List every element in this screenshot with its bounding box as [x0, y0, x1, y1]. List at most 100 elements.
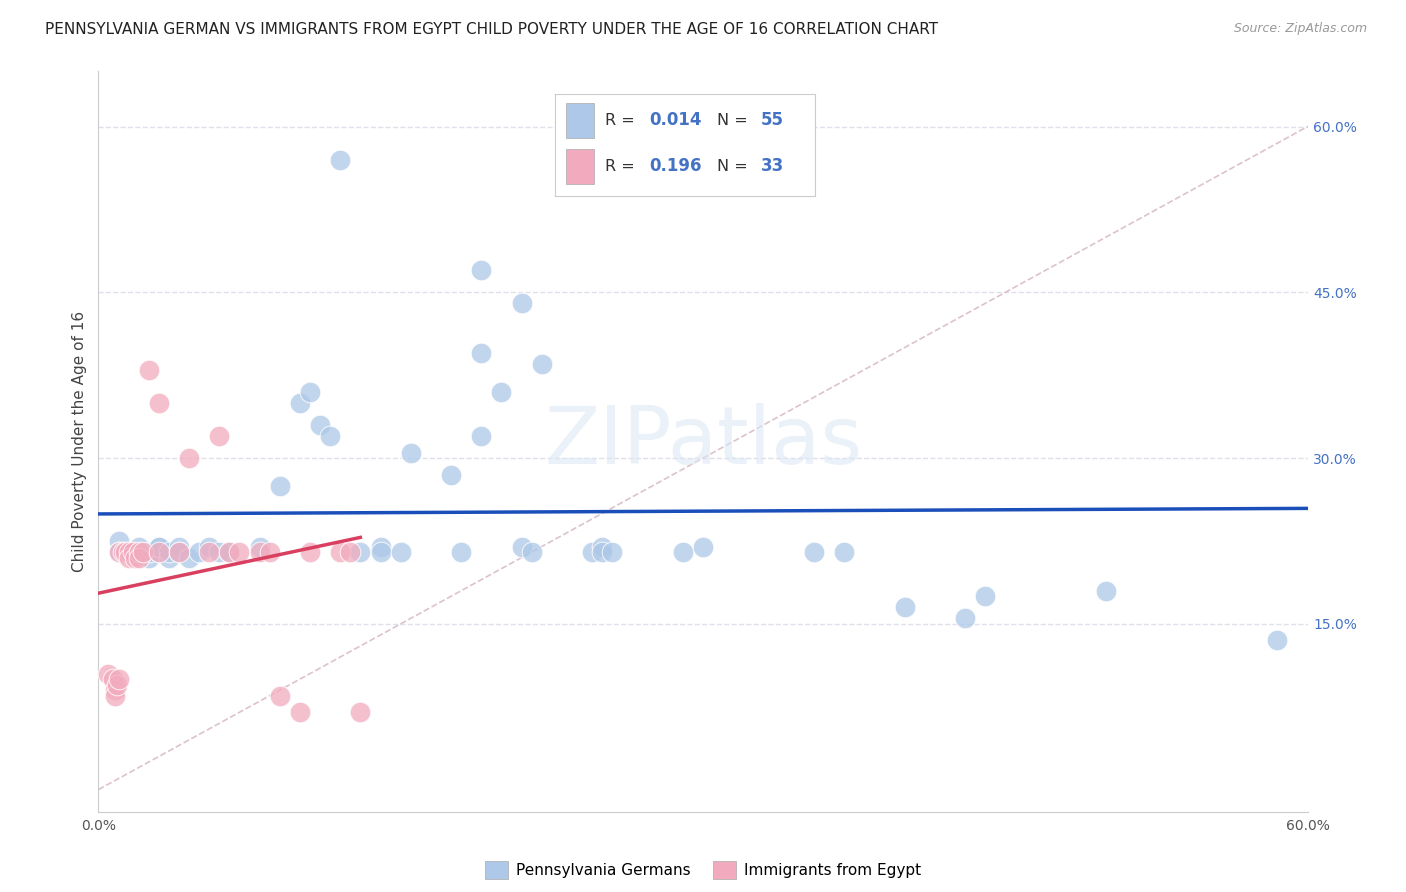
Point	[198, 540, 221, 554]
Point	[832, 545, 855, 559]
Point	[510, 296, 533, 310]
Point	[138, 550, 160, 565]
Point	[288, 706, 311, 720]
Point	[167, 545, 190, 559]
Point	[591, 540, 613, 554]
Point	[167, 545, 190, 559]
Point	[339, 545, 361, 559]
Text: N =: N =	[717, 112, 752, 128]
Text: N =: N =	[717, 159, 752, 174]
Point	[692, 540, 714, 554]
Point	[107, 533, 129, 548]
Point	[470, 429, 492, 443]
Point	[249, 540, 271, 554]
Point	[179, 550, 201, 565]
Point	[349, 545, 371, 559]
Text: 55: 55	[761, 112, 785, 129]
Point	[1095, 583, 1118, 598]
Point	[259, 545, 281, 559]
Point	[111, 545, 134, 559]
Point	[309, 417, 332, 432]
Point	[672, 545, 695, 559]
Bar	[565, 149, 595, 184]
Text: 33: 33	[761, 158, 785, 176]
Point	[188, 545, 211, 559]
Text: R =: R =	[605, 112, 640, 128]
Point	[157, 550, 180, 565]
Point	[157, 545, 180, 559]
Point	[1267, 633, 1289, 648]
Point	[389, 545, 412, 559]
Point	[138, 362, 160, 376]
Point	[128, 545, 150, 559]
Bar	[565, 103, 595, 137]
Point	[128, 540, 150, 554]
Point	[218, 545, 240, 559]
Text: ZIPatlas: ZIPatlas	[544, 402, 862, 481]
Point	[132, 545, 155, 559]
Point	[803, 545, 825, 559]
Point	[118, 550, 141, 565]
Point	[103, 689, 125, 703]
Point	[167, 540, 190, 554]
Point	[974, 589, 997, 603]
Point	[101, 672, 124, 686]
Point	[520, 545, 543, 559]
Point	[370, 540, 392, 554]
Point	[148, 396, 170, 410]
Point	[121, 545, 143, 559]
Point	[399, 445, 422, 459]
Point	[124, 550, 146, 565]
Text: R =: R =	[605, 159, 640, 174]
Point	[269, 689, 291, 703]
Point	[107, 672, 129, 686]
Point	[510, 540, 533, 554]
Point	[602, 545, 624, 559]
Point	[218, 545, 240, 559]
Point	[329, 153, 352, 167]
Point	[299, 545, 322, 559]
Point	[148, 540, 170, 554]
Point	[179, 451, 201, 466]
Point	[470, 346, 492, 360]
Point	[440, 467, 463, 482]
Text: Source: ZipAtlas.com: Source: ZipAtlas.com	[1233, 22, 1367, 36]
Point	[470, 263, 492, 277]
Point	[118, 545, 141, 559]
Point	[105, 678, 128, 692]
Point	[269, 479, 291, 493]
Point	[107, 545, 129, 559]
Point	[299, 384, 322, 399]
Text: 0.196: 0.196	[650, 158, 702, 176]
Point	[148, 545, 170, 559]
Point	[198, 545, 221, 559]
Point	[450, 545, 472, 559]
Point	[128, 545, 150, 559]
Point	[329, 545, 352, 559]
Point	[953, 611, 976, 625]
Text: PENNSYLVANIA GERMAN VS IMMIGRANTS FROM EGYPT CHILD POVERTY UNDER THE AGE OF 16 C: PENNSYLVANIA GERMAN VS IMMIGRANTS FROM E…	[45, 22, 938, 37]
Point	[97, 666, 120, 681]
Point	[530, 357, 553, 371]
Point	[319, 429, 342, 443]
Point	[591, 545, 613, 559]
Point	[148, 540, 170, 554]
Y-axis label: Child Poverty Under the Age of 16: Child Poverty Under the Age of 16	[72, 311, 87, 572]
Text: 0.014: 0.014	[650, 112, 702, 129]
Point	[288, 396, 311, 410]
Point	[107, 545, 129, 559]
Point	[893, 600, 915, 615]
Point	[349, 706, 371, 720]
Point	[118, 545, 141, 559]
Point	[138, 545, 160, 559]
Point	[103, 683, 125, 698]
Point	[128, 550, 150, 565]
Point	[208, 429, 231, 443]
Point	[114, 545, 136, 559]
Point	[370, 545, 392, 559]
Point	[491, 384, 513, 399]
Point	[148, 545, 170, 559]
Point	[581, 545, 603, 559]
Point	[249, 545, 271, 559]
Legend: Pennsylvania Germans, Immigrants from Egypt: Pennsylvania Germans, Immigrants from Eg…	[479, 855, 927, 886]
